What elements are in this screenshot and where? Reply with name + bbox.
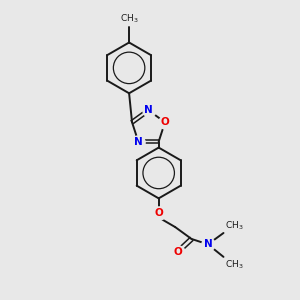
Text: N: N xyxy=(204,239,212,249)
Text: N: N xyxy=(134,136,143,147)
Text: CH$_3$: CH$_3$ xyxy=(225,219,243,232)
Text: O: O xyxy=(154,208,163,218)
Text: O: O xyxy=(174,247,182,256)
Text: CH$_3$: CH$_3$ xyxy=(120,12,138,25)
Text: O: O xyxy=(160,117,169,127)
Text: CH$_3$: CH$_3$ xyxy=(225,258,243,271)
Text: N: N xyxy=(144,105,153,115)
